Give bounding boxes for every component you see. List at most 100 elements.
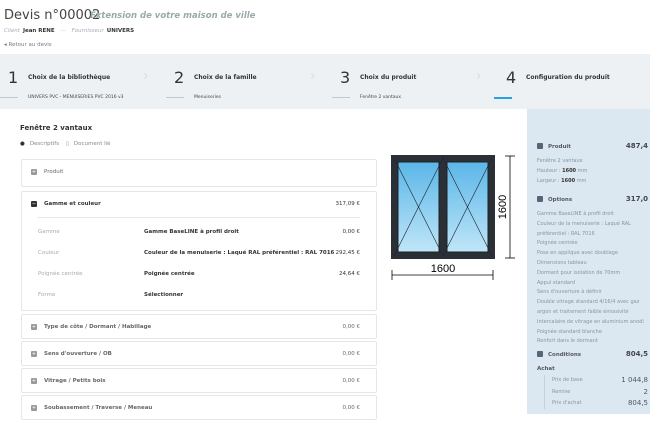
collapse-icon[interactable]: [537, 143, 543, 149]
unit: mm: [576, 178, 587, 184]
step-number: 3: [340, 68, 351, 87]
option-value: Poignée centrée: [144, 271, 195, 277]
section-price: 0,00 €: [342, 351, 361, 357]
price-line: Prix d'achat 804,5: [552, 399, 648, 407]
step-label: Choix de la famille: [194, 74, 257, 81]
step-number: 1: [8, 68, 19, 87]
price-label: Remise: [552, 389, 571, 395]
value: 1600: [561, 178, 576, 184]
summary-option-line: préférentiel : RAL 7016: [537, 230, 595, 237]
summary-options-header[interactable]: Options 317,0: [537, 195, 648, 203]
section-header[interactable]: − Gamme et couleur 317,09 €: [22, 192, 376, 218]
summary-width: Largeur : 1600 mm: [537, 178, 586, 184]
section-price: 0,00 €: [342, 378, 361, 384]
section-sens-ouverture[interactable]: + Sens d'ouverture / OB 0,00 €: [21, 341, 377, 366]
step-line: [166, 97, 184, 98]
option-price: 292,45 €: [335, 250, 361, 256]
back-link[interactable]: ◂ Retour au devis: [4, 42, 52, 48]
label: Largeur :: [537, 178, 560, 184]
section-name: Gamme et couleur: [44, 201, 101, 207]
summary-option-line: Sens d'ouverture à définir: [537, 289, 602, 296]
height-label: 1600: [497, 195, 509, 219]
summary-title: Produit: [548, 144, 571, 150]
option-row[interactable]: Couleur Couleur de la menuiserie : Laqué …: [38, 250, 360, 264]
summary-option-line: Poignée centrée: [537, 240, 578, 247]
summary-option-line: Appui standard: [537, 279, 576, 286]
option-price: 0,00 €: [342, 229, 361, 235]
summary-option-line: Renfort dans le dormant: [537, 338, 598, 345]
back-label: Retour au devis: [8, 42, 52, 48]
option-key: Poignée centrée: [38, 271, 83, 277]
section-name: Produit: [44, 169, 64, 175]
expand-icon[interactable]: +: [31, 351, 37, 357]
client-name: Jean RENE: [22, 28, 55, 34]
wizard-steps: 1 Choix de la bibliothèque UNIVERS PVC - M…: [0, 54, 650, 109]
section-header[interactable]: + Produit: [22, 160, 376, 186]
summary-produit-header[interactable]: Produit 487,4: [537, 142, 648, 150]
section-gamme-couleur: − Gamme et couleur 317,09 € Gamme Gamme Bas…: [21, 191, 377, 311]
section-header[interactable]: + Sens d'ouverture / OB 0,00 €: [22, 342, 376, 368]
option-key: Forme: [38, 292, 56, 298]
step-sub: Menuiseries: [194, 95, 221, 100]
quote-meta: Client Jean RENE — Fournisseur UNIVERS: [4, 28, 134, 34]
price-line: Prix de base 1 044,8: [552, 376, 648, 384]
step-label: Choix de la bibliothèque: [28, 74, 111, 81]
section-vitrage[interactable]: + Vitrage / Petits bois 0,00 €: [21, 368, 377, 393]
section-name: Type de côte / Dormant / Habillage: [44, 324, 152, 330]
option-row[interactable]: Gamme Gamme BaseLINE à profil droit 0,00 €: [38, 229, 360, 243]
expand-icon[interactable]: +: [31, 405, 37, 411]
descriptifs-link[interactable]: Descriptifs: [29, 141, 60, 147]
section-header[interactable]: + Type de côte / Dormant / Habillage 0,00 …: [22, 315, 376, 341]
price-label: Prix de base: [552, 377, 583, 383]
summary-option-line: Couleur de la menuiserie : Laqué RAL: [537, 220, 631, 227]
option-key: Gamme: [38, 229, 60, 235]
summary-line: Fenêtre 2 vantaux: [537, 158, 583, 164]
achat-label: Achat: [537, 366, 555, 372]
section-price: 317,09 €: [335, 201, 361, 207]
price-line: Remise 2: [552, 388, 648, 396]
step-sub: UNIVERS PVC - MENUISERIES PVC 2016 v3: [28, 95, 124, 100]
value: 1600: [562, 168, 577, 174]
summary-option-line: argon et traitement faible émissivité: [537, 309, 629, 315]
price-value: 1 044,8: [621, 376, 648, 384]
product-title: Fenêtre 2 vantaux: [20, 124, 93, 132]
expand-icon[interactable]: +: [31, 324, 37, 330]
expand-icon[interactable]: +: [31, 169, 37, 175]
supplier-name: UNIVERS: [106, 28, 135, 34]
price-value: 804,5: [627, 399, 648, 407]
header: Devis n°00002 Extension de votre maison …: [0, 0, 650, 54]
summary-option-line: Poignée standard blanche: [537, 328, 602, 335]
opening-line: [393, 157, 444, 257]
step-active-indicator: [494, 97, 512, 99]
expand-icon[interactable]: +: [31, 378, 37, 384]
chevron-right-icon: ›: [310, 68, 316, 84]
collapse-icon[interactable]: [537, 196, 543, 202]
summary-option-line: Dormant pour isolation de 70mm: [537, 269, 621, 276]
document-link[interactable]: Document lié: [73, 141, 111, 147]
section-header[interactable]: + Vitrage / Petits bois 0,00 €: [22, 369, 376, 395]
summary-amount: 487,4: [625, 142, 648, 150]
collapse-icon[interactable]: [537, 351, 543, 357]
chevron-right-icon: ›: [476, 68, 482, 84]
section-type-cote[interactable]: + Type de côte / Dormant / Habillage 0,00 …: [21, 314, 377, 339]
summary-conditions-header[interactable]: Conditions 804,5: [537, 350, 648, 358]
section-soubassement[interactable]: + Soubassement / Traverse / Meneau 0,00 €: [21, 395, 377, 420]
label: Hauteur :: [537, 168, 561, 174]
unit: mm: [577, 168, 588, 174]
section-header[interactable]: + Soubassement / Traverse / Meneau 0,00 €: [22, 396, 376, 422]
section-price: 0,00 €: [342, 324, 361, 330]
step-sub: Fenêtre 2 vantaux: [360, 95, 402, 100]
supplier-label: Fournisseur: [71, 28, 104, 34]
option-row[interactable]: Poignée centrée Poignée centrée 24,64 €: [38, 271, 360, 285]
step-number: 4: [506, 68, 517, 87]
collapse-icon[interactable]: −: [31, 201, 37, 207]
product-links: ● Descriptifs ▯ Document lié: [20, 141, 116, 147]
client-label: Client: [4, 28, 20, 34]
summary-option-line: Pose en applique avec doublage: [537, 250, 618, 257]
section-name: Soubassement / Traverse / Meneau: [44, 405, 153, 411]
option-row[interactable]: Forme Sélectionner: [38, 292, 360, 306]
section-produit[interactable]: + Produit: [21, 159, 377, 187]
summary-option-line: Intercalaire de vitrage en aluminium ano…: [537, 318, 644, 325]
info-icon: ●: [20, 141, 25, 147]
section-name: Vitrage / Petits bois: [44, 378, 106, 384]
